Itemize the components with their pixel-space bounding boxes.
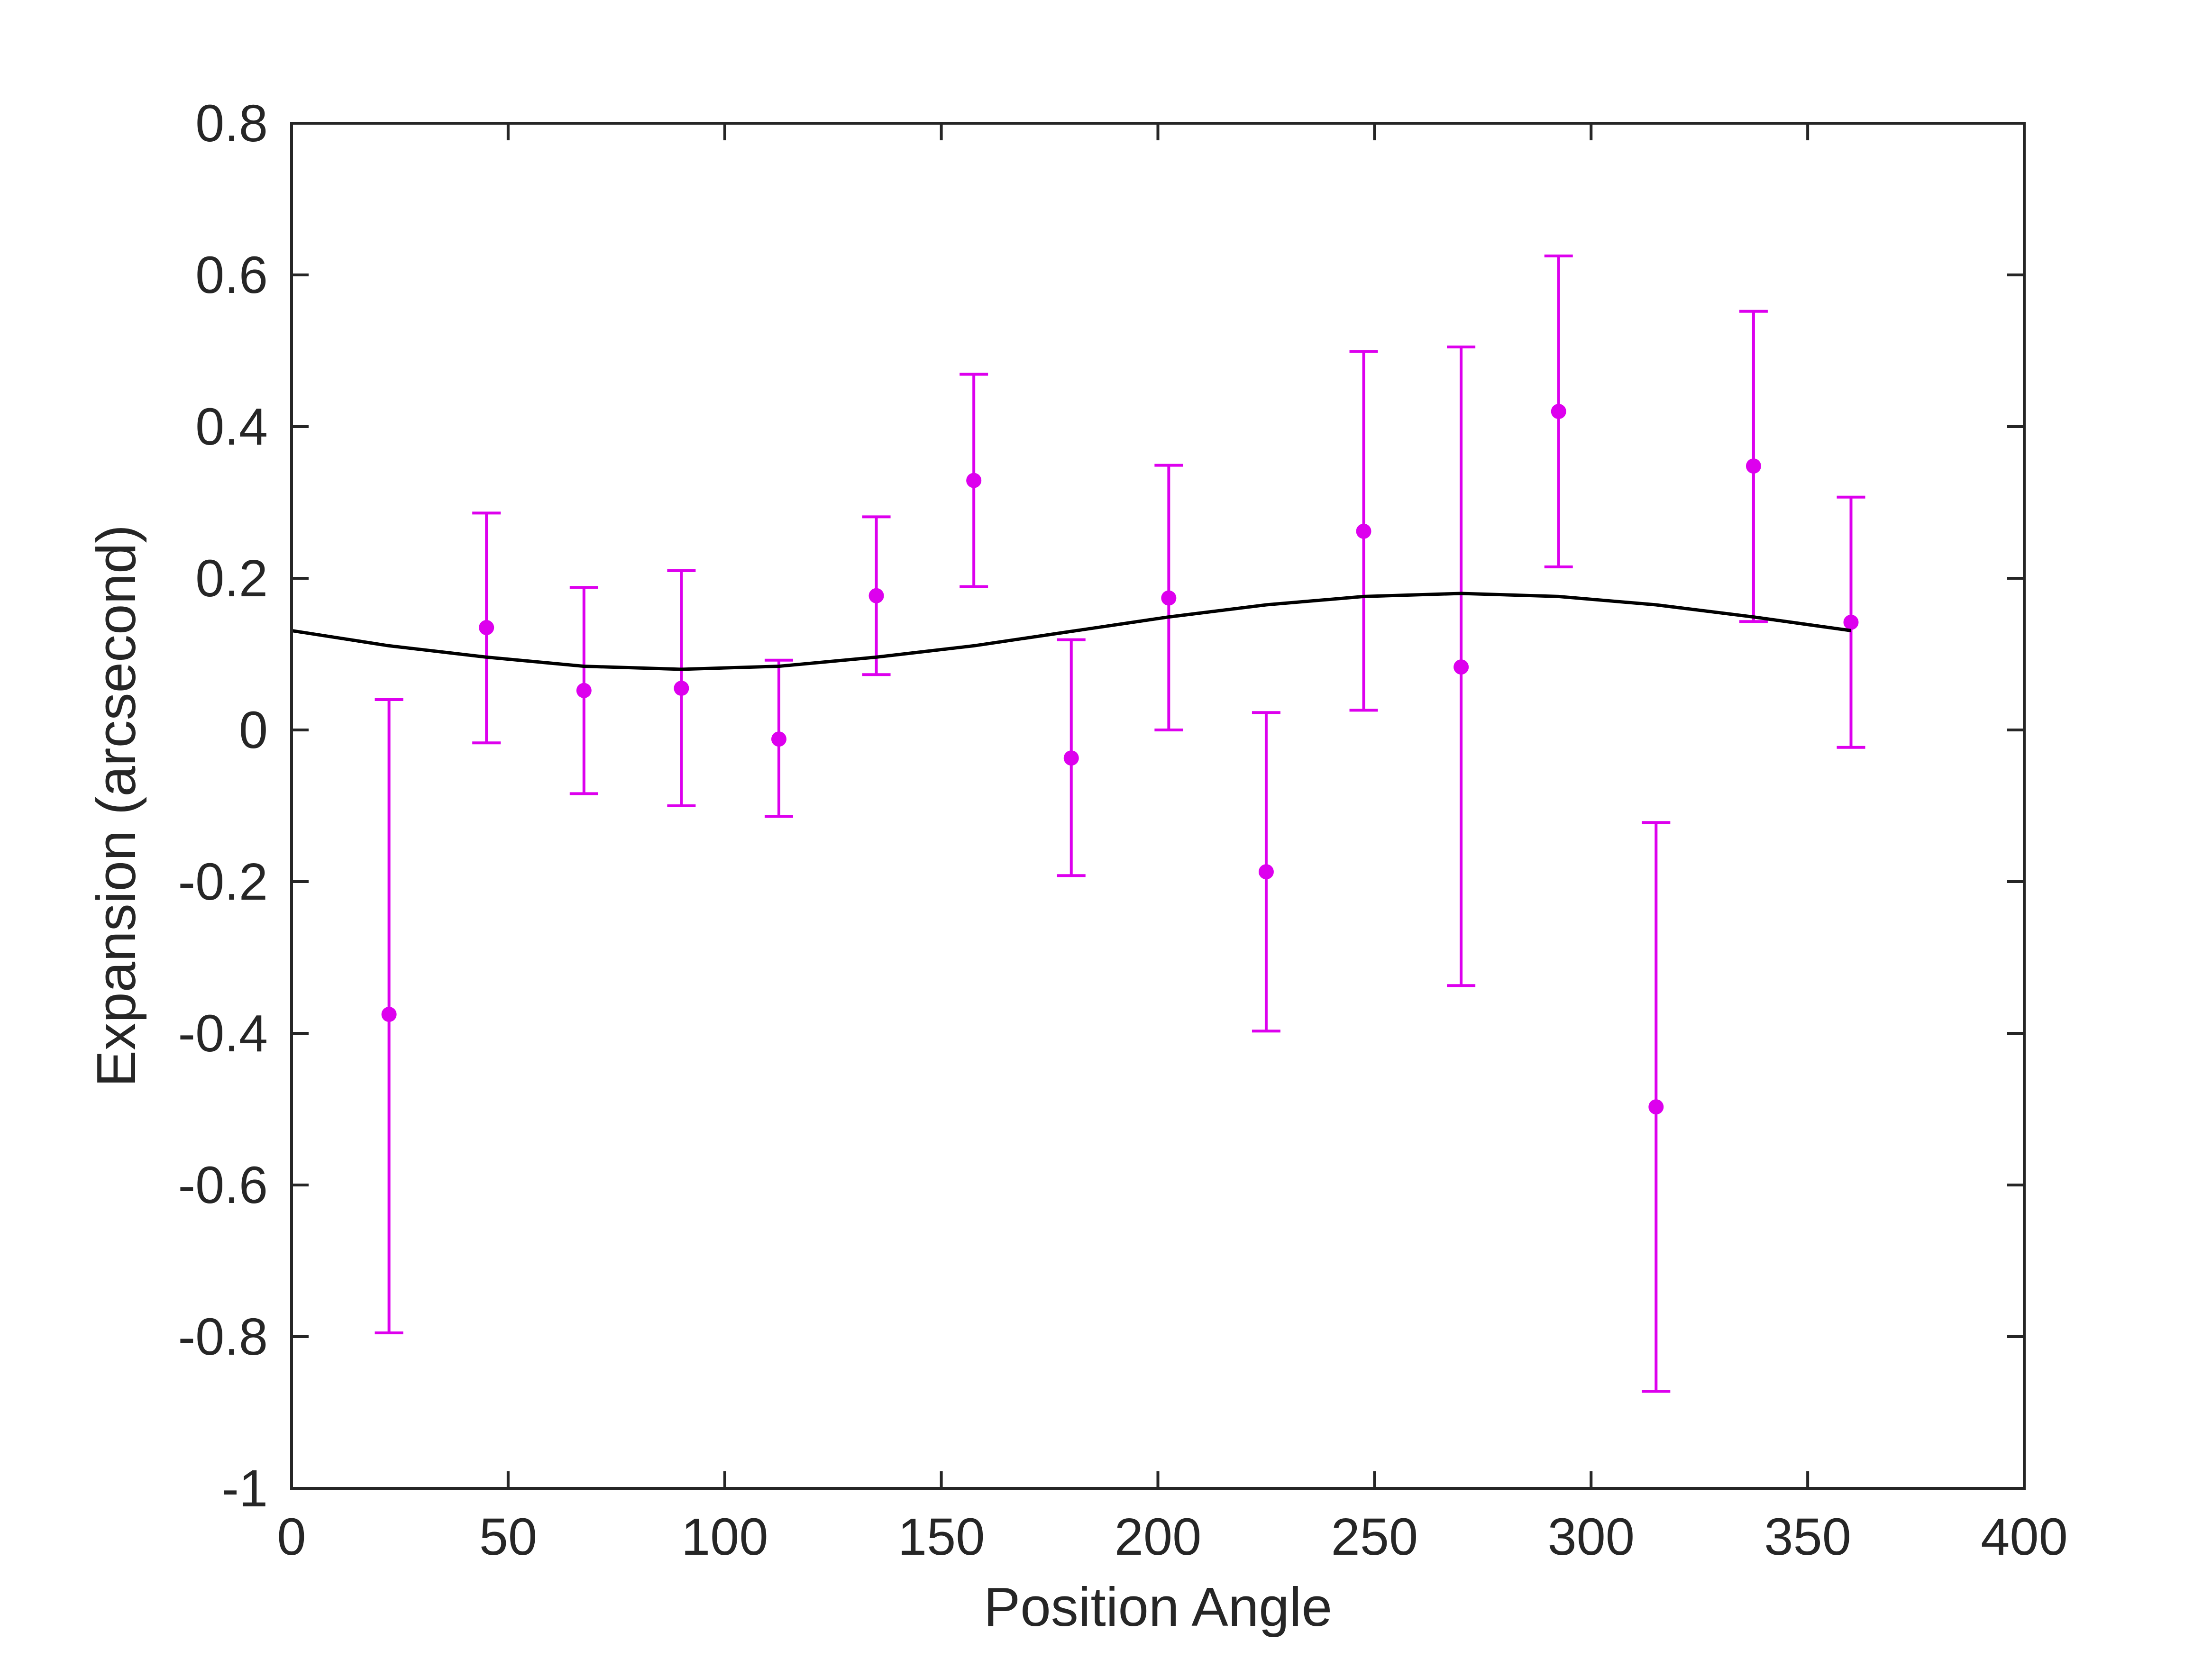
error-bar <box>1154 464 1183 731</box>
error-bar <box>375 698 403 1334</box>
y-tick-label: -0.4 <box>178 1004 268 1063</box>
x-tick-label: 300 <box>1547 1508 1635 1566</box>
x-tick-label: 250 <box>1331 1508 1418 1566</box>
data-point <box>1356 523 1371 539</box>
x-tick-label: 0 <box>277 1508 306 1566</box>
error-bar <box>472 511 501 745</box>
error-bar <box>1349 350 1378 712</box>
data-point <box>966 473 982 488</box>
data-point <box>479 620 494 635</box>
error-bar <box>1544 255 1573 568</box>
data-point <box>381 1007 397 1022</box>
data-point <box>1746 458 1761 474</box>
data-point <box>1453 659 1469 675</box>
data-point <box>1551 404 1566 419</box>
data-point <box>1648 1099 1664 1115</box>
error-bar <box>569 586 598 795</box>
data-point <box>1258 864 1274 880</box>
y-tick-label: 0.8 <box>195 94 268 153</box>
error-bar <box>667 569 696 807</box>
data-point <box>1843 614 1859 630</box>
y-tick-label: -0.2 <box>178 853 268 911</box>
x-tick-label: 100 <box>681 1508 768 1566</box>
error-bar <box>1252 711 1280 1033</box>
y-tick-label: -0.8 <box>178 1308 268 1366</box>
error-bar <box>1837 495 1865 749</box>
fit-curve <box>291 592 1851 671</box>
x-tick-label: 200 <box>1115 1508 1202 1566</box>
error-bar <box>1642 821 1671 1393</box>
y-tick-label: -0.6 <box>178 1156 268 1214</box>
x-tick-label: 150 <box>898 1508 985 1566</box>
error-bar <box>1447 346 1476 987</box>
error-bar <box>764 658 793 818</box>
error-bar <box>862 515 891 676</box>
data-point <box>576 683 592 698</box>
data-series <box>291 255 1865 1393</box>
tick-labels: 0 50 100 150 200 250 300 350 400 -1 -0.8 -0.6 -0.4 -0… <box>178 94 2067 1566</box>
y-tick-label: 0.6 <box>195 246 268 304</box>
x-tick-label: 400 <box>1981 1508 2068 1566</box>
y-axis-label: Expansion (arcsecond) <box>85 525 147 1087</box>
y-tick-label: -1 <box>221 1459 268 1518</box>
x-tick-label: 50 <box>479 1508 537 1566</box>
error-bar <box>1739 310 1768 623</box>
x-axis-label: Position Angle <box>984 1576 1332 1638</box>
y-tick-label: 0.2 <box>195 549 268 608</box>
error-bar <box>1057 638 1086 877</box>
data-point <box>1161 590 1177 606</box>
data-point <box>674 681 689 696</box>
data-point <box>1063 750 1079 766</box>
x-tick-label: 350 <box>1764 1508 1851 1566</box>
plot-area <box>292 123 2024 1488</box>
data-point <box>868 588 884 603</box>
axes-frame <box>290 122 2026 1490</box>
y-tick-label: 0.4 <box>195 398 268 456</box>
data-point <box>771 731 786 747</box>
y-tick-label: 0 <box>239 701 268 759</box>
error-bar <box>960 373 988 588</box>
